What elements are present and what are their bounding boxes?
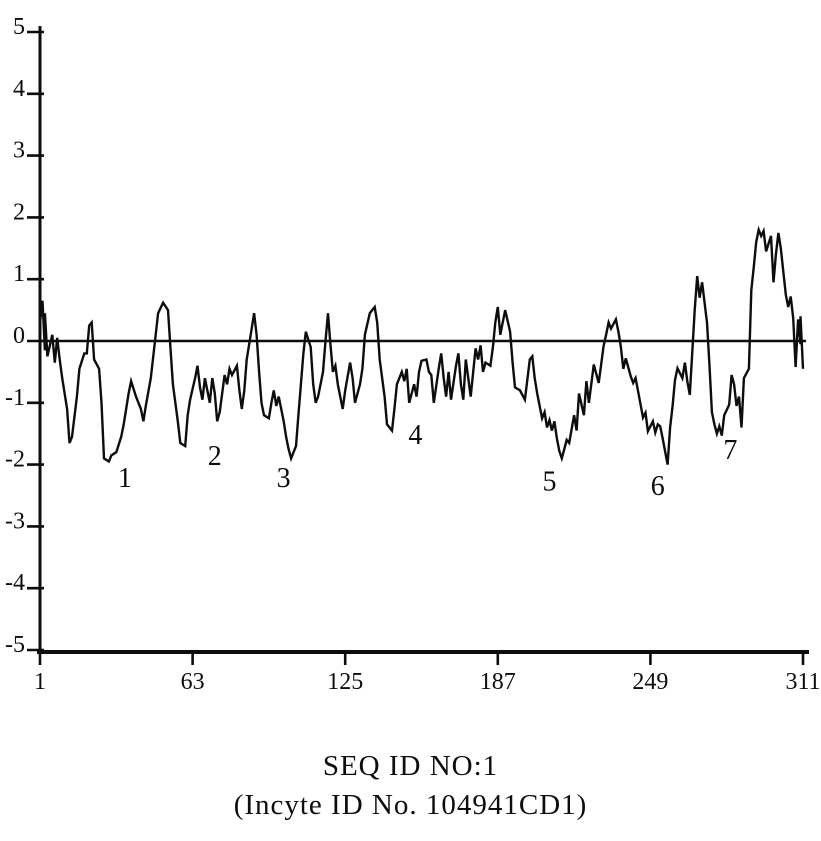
region-label-4: 4 <box>408 420 422 451</box>
hydropathy-plot: 5 4 3 2 1 0 -1 -2 -3 -4 -5 1 63 125 187 249 311 1 2 3 4 5 6 7 <box>5 14 821 695</box>
region-label-5: 5 <box>542 466 556 497</box>
region-label-3: 3 <box>277 463 291 494</box>
x-tick-label: 311 <box>785 669 820 695</box>
y-tick-label: 2 <box>13 199 25 225</box>
y-tick-label: 1 <box>13 261 25 287</box>
x-tick-label: 1 <box>34 669 46 695</box>
y-tick-label: -4 <box>5 570 25 596</box>
region-label-2: 2 <box>208 441 222 472</box>
y-tick-label: -2 <box>5 447 25 473</box>
caption-incyte-id: (Incyte ID No. 104941CD1) <box>233 789 588 821</box>
region-label-1: 1 <box>118 463 132 494</box>
y-tick-label: 5 <box>13 14 25 40</box>
y-tick-label: -1 <box>5 385 25 411</box>
y-tick-label: 0 <box>13 323 25 349</box>
figure-caption: SEQ ID NO:1 (Incyte ID No. 104941CD1) <box>0 752 821 820</box>
region-label-7: 7 <box>723 435 737 466</box>
y-tick-label: 3 <box>13 138 25 164</box>
x-tick-label: 125 <box>327 669 363 695</box>
y-tick-label: 4 <box>13 76 25 102</box>
x-tick-label: 187 <box>480 669 516 695</box>
x-tick-label: 63 <box>181 669 205 695</box>
caption-seq-id: SEQ ID NO:1 <box>322 750 499 782</box>
hydropathy-curve <box>38 225 805 465</box>
region-label-6: 6 <box>651 471 665 502</box>
y-tick-label: -5 <box>5 632 25 658</box>
y-tick-label: -3 <box>5 508 25 534</box>
x-tick-label: 249 <box>632 669 668 695</box>
